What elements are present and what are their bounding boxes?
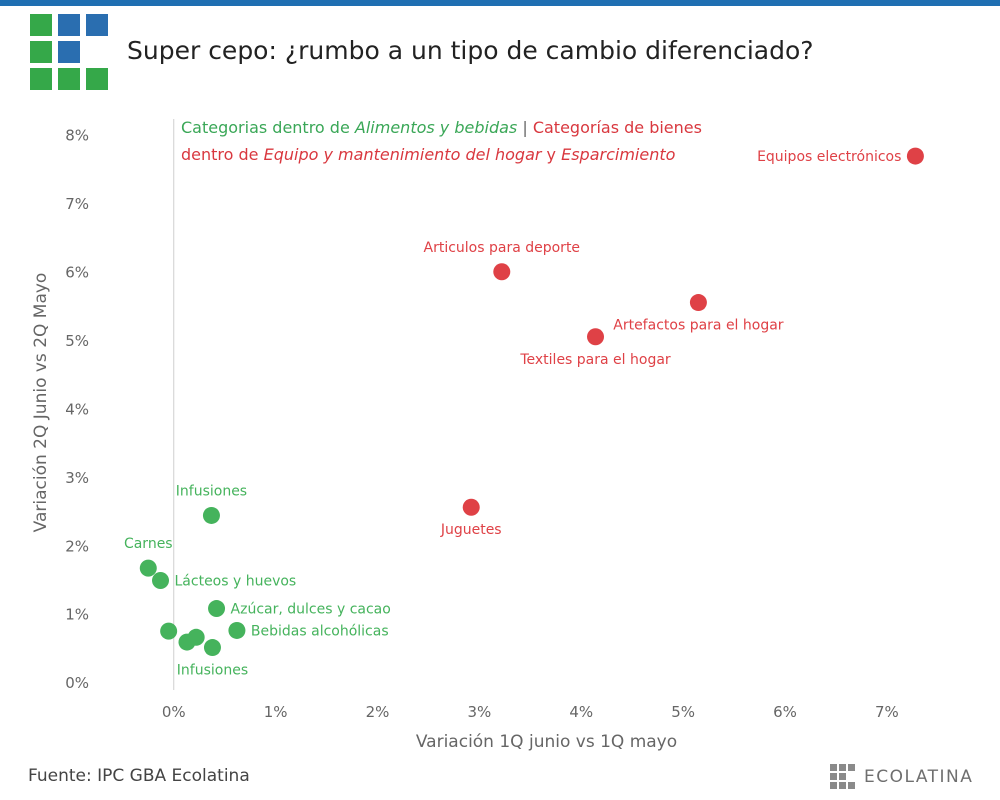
legend-goods-text: Categorías de bienes bbox=[532, 118, 702, 137]
y-axis-label: Variación 2Q Junio vs 2Q Mayo bbox=[31, 273, 51, 533]
legend-line-2: dentro de Equipo y mantenimiento del hog… bbox=[181, 141, 702, 168]
data-label: Carnes bbox=[124, 536, 173, 552]
data-label: Bebidas alcohólicas bbox=[251, 623, 389, 639]
food-category-point bbox=[152, 571, 170, 589]
legend-goods-prefix: dentro de bbox=[181, 145, 259, 164]
legend-separator: | bbox=[522, 118, 528, 137]
legend-goods-category-1: Equipo y mantenimiento del hogar bbox=[263, 145, 542, 164]
food-category-point bbox=[178, 633, 196, 651]
data-label: Azúcar, dulces y cacao bbox=[231, 602, 391, 618]
x-tick-label: 6% bbox=[773, 703, 797, 721]
data-label: Infusiones bbox=[176, 483, 247, 499]
food-category-point bbox=[202, 506, 220, 524]
goods-category-point bbox=[906, 147, 924, 165]
goods-category-point bbox=[587, 328, 605, 346]
y-tick-label: 5% bbox=[65, 332, 89, 350]
legend-goods-conjunction: y bbox=[546, 145, 557, 164]
brand-name: ECOLATINA bbox=[864, 767, 974, 787]
x-tick-label: 4% bbox=[569, 703, 593, 721]
legend-line-1: Categorias dentro de Alimentos y bebidas… bbox=[181, 114, 702, 141]
chart-ticks: 0% 1% 2% 3% 4% 5% 6% 7% 0% 1% 2% 3% 4% 5% 6% 7% 8% bbox=[65, 127, 899, 721]
data-label: Juguetes bbox=[440, 522, 502, 538]
legend-goods-category-2: Esparcimiento bbox=[561, 145, 676, 164]
goods-category-point bbox=[689, 294, 707, 312]
legend-food-category: Alimentos y bebidas bbox=[354, 118, 518, 137]
data-label: Infusiones bbox=[177, 663, 248, 679]
source-note: Fuente: IPC GBA Ecolatina bbox=[28, 766, 250, 786]
goods-category-point bbox=[462, 498, 480, 516]
page-title: Super cepo: ¿rumbo a un tipo de cambio d… bbox=[127, 36, 814, 65]
data-label: Lácteos y huevos bbox=[175, 573, 297, 589]
top-accent-bar bbox=[0, 0, 1000, 6]
y-tick-label: 8% bbox=[65, 127, 89, 145]
brand-logo bbox=[30, 14, 110, 92]
y-tick-label: 2% bbox=[65, 537, 89, 555]
x-tick-label: 3% bbox=[467, 703, 491, 721]
data-label: Equipos electrónicos bbox=[757, 149, 901, 165]
x-axis-label: Variación 1Q junio vs 1Q mayo bbox=[416, 732, 677, 752]
y-tick-label: 0% bbox=[65, 674, 89, 692]
brand-mark-icon bbox=[830, 764, 856, 790]
x-tick-label: 7% bbox=[875, 703, 899, 721]
data-label: Articulos para deporte bbox=[424, 240, 581, 256]
x-tick-label: 5% bbox=[671, 703, 695, 721]
food-category-point bbox=[208, 600, 226, 618]
chart-point-labels: Infusiones Carnes Lácteos y huevos Azúcar, … bbox=[124, 149, 901, 678]
legend-food-text: Categorias dentro de bbox=[181, 118, 350, 137]
y-tick-label: 7% bbox=[65, 195, 89, 213]
chart-points bbox=[139, 147, 924, 657]
y-tick-label: 3% bbox=[65, 469, 89, 487]
x-tick-label: 2% bbox=[366, 703, 390, 721]
food-category-point bbox=[139, 559, 157, 577]
y-tick-label: 6% bbox=[65, 263, 89, 281]
goods-category-point bbox=[493, 263, 511, 281]
food-category-point bbox=[228, 621, 246, 639]
food-category-point bbox=[160, 622, 178, 640]
food-category-point bbox=[203, 639, 221, 657]
data-label: Artefactos para el hogar bbox=[613, 318, 784, 334]
data-label: Textiles para el hogar bbox=[519, 352, 671, 368]
chart-legend: Categorias dentro de Alimentos y bebidas… bbox=[181, 114, 702, 168]
y-tick-label: 4% bbox=[65, 400, 89, 418]
chart-axes: Variación 1Q junio vs 1Q mayo Variación 2… bbox=[31, 119, 677, 752]
x-tick-label: 0% bbox=[162, 703, 186, 721]
x-tick-label: 1% bbox=[264, 703, 288, 721]
y-tick-label: 1% bbox=[65, 606, 89, 624]
